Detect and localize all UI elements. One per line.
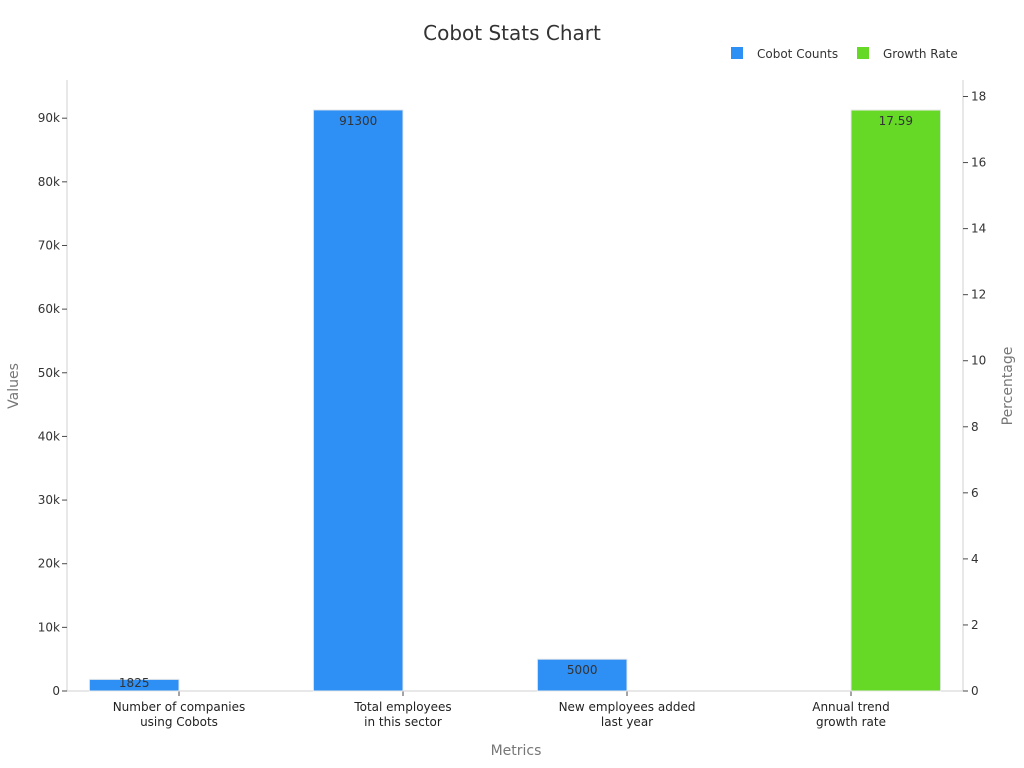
legend-label: Cobot Counts — [757, 47, 838, 61]
legend-label: Growth Rate — [883, 47, 958, 61]
bars — [88, 109, 942, 692]
x-tick-label: last year — [601, 715, 653, 729]
y-axis-title: Values — [6, 363, 22, 409]
chart-title: Cobot Stats Chart — [423, 21, 601, 45]
y-tick-label: 60k — [38, 302, 60, 316]
data-label: 91300 — [339, 114, 377, 128]
y2-tick-label: 6 — [971, 486, 979, 500]
x-tick-label: in this sector — [364, 715, 442, 729]
y-tick-label: 20k — [38, 557, 60, 571]
y-tick-label: 90k — [38, 111, 60, 125]
y-tick-label: 70k — [38, 238, 60, 252]
y2-tick-label: 14 — [971, 222, 986, 236]
legend-swatch — [857, 47, 869, 59]
y2-tick-label: 18 — [971, 90, 986, 104]
bar — [850, 109, 942, 692]
y2-tick-label: 16 — [971, 156, 986, 170]
y2-tick-label: 0 — [971, 684, 979, 698]
x-tick-label: growth rate — [816, 715, 886, 729]
y2-tick-label: 4 — [971, 552, 979, 566]
y2-tick-label: 12 — [971, 288, 986, 302]
x-tick-label: Total employees — [353, 700, 451, 714]
y2-tick-label: 2 — [971, 618, 979, 632]
data-label: 17.59 — [879, 114, 913, 128]
x-tick-label: Number of companies — [113, 700, 246, 714]
y2-tick-label: 8 — [971, 420, 979, 434]
y-tick-label: 40k — [38, 429, 60, 443]
bar — [88, 678, 180, 692]
data-label: 1825 — [119, 676, 150, 690]
y-tick-label: 30k — [38, 493, 60, 507]
legend: Cobot Counts Growth Rate — [731, 47, 958, 61]
axes: 0 10k 20k 30k 40k 50k 60k 70k 80k 90k 0 2 4 6 8 10 12 14 1… — [38, 80, 986, 729]
bar — [312, 109, 404, 692]
x-tick-label: New employees added — [559, 700, 696, 714]
x-axis-title: Metrics — [491, 743, 542, 759]
x-tick-label: Annual trend — [812, 700, 890, 714]
x-tick-label: using Cobots — [140, 715, 218, 729]
y2-tick-label: 10 — [971, 354, 986, 368]
y2-axis-title: Percentage — [1000, 347, 1016, 426]
data-labels: 1825 91300 5000 17.59 — [119, 114, 913, 690]
y-tick-label: 10k — [38, 620, 60, 634]
data-label: 5000 — [567, 663, 598, 677]
y-tick-label: 80k — [38, 175, 60, 189]
legend-swatch — [731, 47, 743, 59]
y-tick-label: 50k — [38, 366, 60, 380]
y-tick-label: 0 — [52, 684, 60, 698]
bar — [536, 658, 628, 692]
